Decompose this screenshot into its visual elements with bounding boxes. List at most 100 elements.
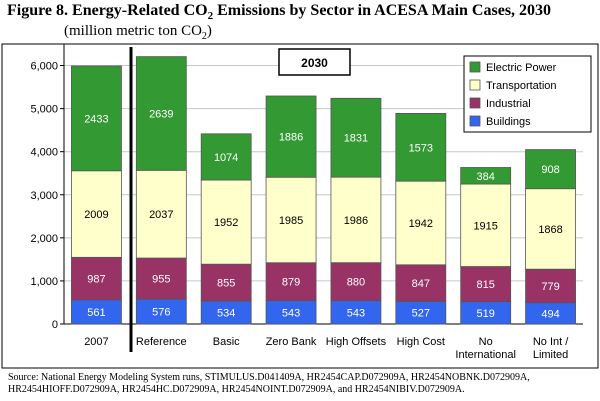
subtitle-main: (million metric ton CO [64,23,202,39]
x-tick-label-high-cost: High Cost [397,336,445,348]
bar-industrial-high-cost [395,264,447,302]
bar-industrial-basic [200,263,252,302]
data-label-transportation-no-international: 1915 [473,220,497,232]
x-tick-label-no-international-line-1: No [479,336,493,348]
bar-electric-power-no-int-limited [525,149,576,190]
data-label-electric-power-reference: 2639 [149,108,173,120]
data-label-industrial-basic: 855 [217,278,235,290]
year-annotation-text: 2030 [301,56,328,70]
y-tick-label-5000: 5,000 [30,104,58,116]
bar-transportation-basic [200,179,252,265]
data-label-industrial-no-int-limited: 779 [541,281,559,293]
data-label-electric-power-basic: 1074 [214,152,238,164]
bar-electric-power-reference [135,56,187,171]
data-label-transportation-high-cost: 1942 [409,218,433,230]
y-tick-label-0: 0 [52,319,58,331]
data-label-buildings-no-international: 519 [477,308,495,320]
data-label-electric-power-high-offsets: 1831 [344,133,368,145]
y-tick-label-6000: 6,000 [30,61,58,73]
data-label-buildings-reference: 576 [152,307,170,319]
data-label-electric-power-no-international: 384 [477,171,495,183]
figure-subtitle: (million metric ton CO2) [64,23,212,42]
y-tick-label-2000: 2,000 [30,233,58,245]
data-label-electric-power-high-cost: 1573 [409,142,433,154]
data-label-buildings-high-offsets: 543 [347,307,365,319]
x-tick-label-no-int-limited-line-1: No Int / [533,336,569,348]
bar-transportation-no-international [460,183,512,267]
bar-electric-power-2007 [71,65,122,172]
data-label-industrial-no-international: 815 [477,279,495,291]
x-tick-label-no-int-limited-line-2: Limited [533,349,568,361]
bar-electric-power-high-cost [395,112,447,182]
subtitle-rest: ) [206,23,212,39]
bar-transportation-2007 [71,170,122,258]
x-tick-label-no-international-line-2: International [455,349,516,361]
legend: Electric Power Transportation Industrial Bu… [463,55,592,133]
title-rest: Emissions by Sector in ACESA Main Cases,… [213,2,552,19]
data-label-electric-power-zero-bank: 1886 [279,132,303,144]
bar-transportation-reference [135,169,187,259]
y-tick-label-4000: 4,000 [30,147,58,159]
bar-industrial-reference [135,257,187,300]
bar-electric-power-no-international [460,167,512,185]
legend-swatch-electric-power [469,61,481,73]
data-label-buildings-high-cost: 527 [412,308,430,320]
year-annotation: 2030 [278,48,351,76]
x-tick-label-reference: Reference [136,336,187,348]
data-labels: 561 987 2009 2433 576 955 2037 2639 534 855 1952 10… [84,108,563,320]
data-label-transportation-reference: 2037 [149,209,173,221]
x-tick-label-high-offsets: High Offsets [326,336,387,348]
year-annotation-box [278,48,351,76]
bar-industrial-zero-bank [265,262,317,302]
data-label-buildings-basic: 534 [217,307,235,319]
y-tick-label-1000: 1,000 [30,276,58,288]
bar-industrial-no-international [460,266,512,303]
data-label-buildings-no-int-limited: 494 [541,308,559,320]
bar-transportation-no-int-limited [525,188,576,270]
legend-label-industrial: Industrial [486,98,531,110]
x-tick-label-2007: 2007 [84,336,108,348]
figure-title: Figure 8. Energy-Related CO2 Emissions b… [7,2,551,22]
data-label-transportation-high-offsets: 1986 [344,215,368,227]
y-tick-label-3000: 3,000 [30,190,58,202]
bar-electric-power-high-offsets [330,97,382,178]
data-label-buildings-2007: 561 [87,307,105,319]
data-label-electric-power-2007: 2433 [84,113,108,125]
bar-buildings-reference [135,298,187,325]
legend-box [463,55,592,133]
legend-label-transportation: Transportation [486,80,557,92]
data-label-industrial-reference: 955 [152,274,170,286]
data-label-industrial-2007: 987 [87,274,105,286]
data-label-industrial-high-offsets: 880 [347,277,365,289]
source-note: Source: National Energy Modeling System … [8,372,530,395]
data-label-transportation-zero-bank: 1985 [279,215,303,227]
data-label-transportation-2007: 2009 [84,209,108,221]
x-tick-label-basic: Basic [213,336,240,348]
data-label-electric-power-no-int-limited: 908 [541,164,559,176]
subtitle-subscript: 2 [201,31,207,42]
legend-label-electric-power: Electric Power [486,62,557,74]
bars [71,56,576,325]
x-tick-label-zero-bank: Zero Bank [266,336,317,348]
title-main: Figure 8. Energy-Related CO [7,2,208,19]
legend-label-buildings: Buildings [486,116,531,128]
title-subscript: 2 [207,10,214,23]
bar-transportation-high-cost [395,180,447,266]
data-label-transportation-no-int-limited: 1868 [538,224,562,236]
legend-swatch-transportation [469,79,481,91]
bar-electric-power-zero-bank [265,95,317,178]
bar-buildings-2007 [71,299,122,325]
data-label-buildings-zero-bank: 543 [282,307,300,319]
x-axis-labels: 2007 Reference Basic Zero Bank High Offsets H… [84,336,569,361]
legend-swatch-industrial [469,97,481,109]
bar-transportation-zero-bank [265,176,317,264]
bar-industrial-2007 [71,256,122,301]
legend-swatch-buildings [469,115,481,127]
bar-electric-power-basic [200,133,252,181]
data-label-industrial-zero-bank: 879 [282,277,300,289]
bar-industrial-high-offsets [330,262,382,302]
data-label-industrial-high-cost: 847 [412,278,430,290]
bar-industrial-no-int-limited [525,268,576,304]
data-label-transportation-basic: 1952 [214,217,238,229]
